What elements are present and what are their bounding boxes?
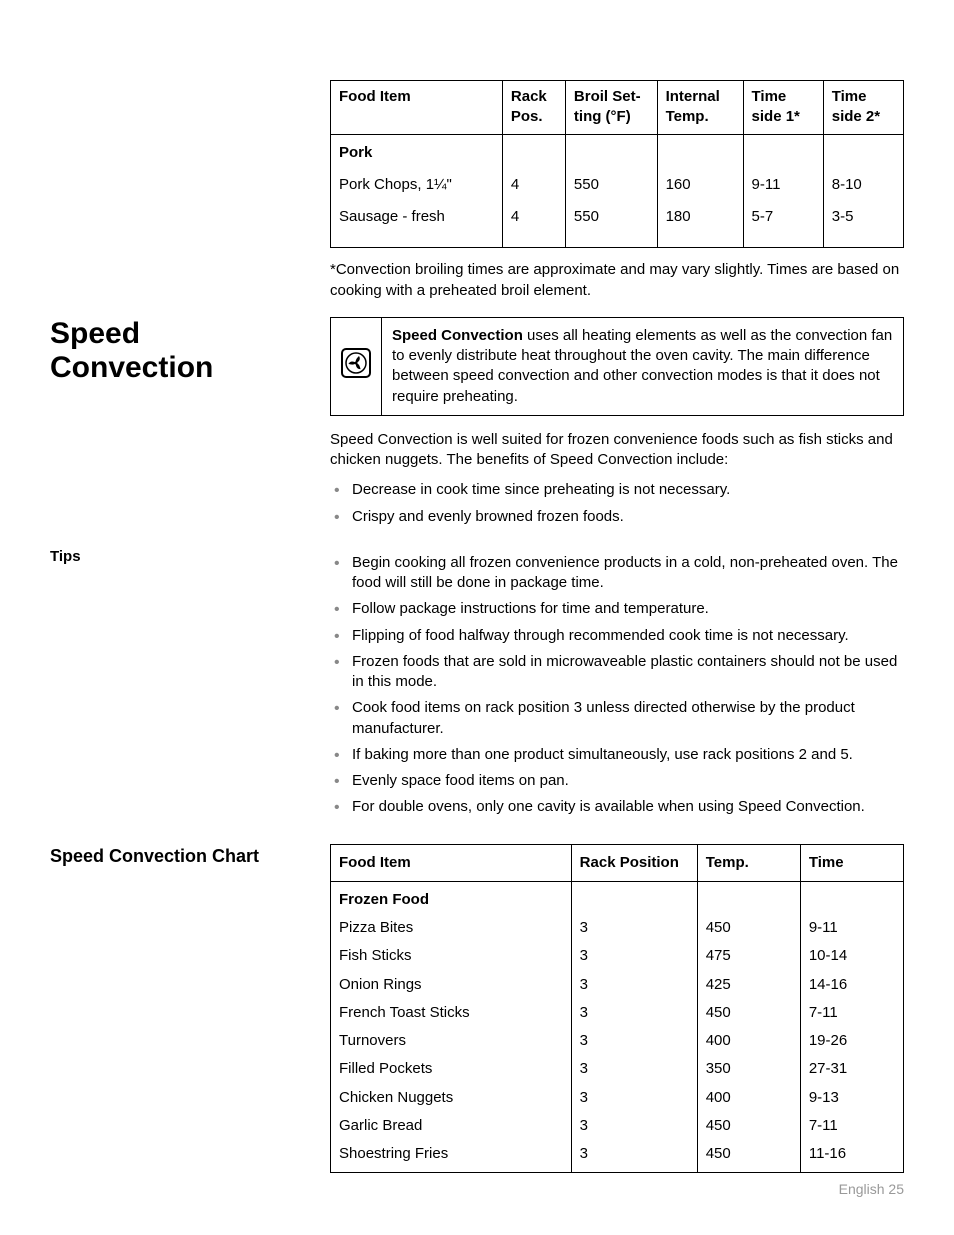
speed-convection-table: Food ItemRack PositionTemp.Time Frozen F…	[330, 844, 904, 1174]
table-cell: 3	[571, 1027, 697, 1055]
table-header: Food Item	[331, 844, 572, 881]
table-cell: Turnovers	[331, 1027, 572, 1055]
section-heading-speed-convection: SpeedConvection	[50, 317, 310, 386]
table-cell: 400	[697, 1084, 800, 1112]
table-cell: 4	[502, 201, 565, 248]
table-section-label: Pork	[331, 134, 503, 169]
table-header: Food Item	[331, 81, 503, 135]
broil-table: Food ItemRackPos.Broil Set-ting (°F)Inte…	[330, 80, 904, 248]
info-box-text: Speed Convection uses all heating elemen…	[382, 318, 903, 415]
table-cell: Onion Rings	[331, 971, 572, 999]
table-cell: 19-26	[800, 1027, 903, 1055]
table-cell: 3	[571, 971, 697, 999]
table-cell: 3	[571, 942, 697, 970]
list-item: Begin cooking all frozen convenience pro…	[330, 553, 904, 594]
table-header: Broil Set-ting (°F)	[565, 81, 657, 135]
table-cell: Filled Pockets	[331, 1055, 572, 1083]
table-cell: 9-11	[800, 914, 903, 942]
table-header: Rack Position	[571, 844, 697, 881]
list-item: For double ovens, only one cavity is ava…	[330, 797, 904, 817]
broil-footnote: *Convection broiling times are approxima…	[330, 260, 904, 301]
table-cell: 550	[565, 201, 657, 248]
table-header: Timeside 1*	[743, 81, 823, 135]
list-item: Flipping of food halfway through recomme…	[330, 626, 904, 646]
table-cell: Garlic Bread	[331, 1112, 572, 1140]
table-cell: Pork Chops, 1¼"	[331, 169, 503, 201]
table-cell: 9-11	[743, 169, 823, 201]
table-cell: 3	[571, 1112, 697, 1140]
list-item: Evenly space food items on pan.	[330, 771, 904, 791]
intro-paragraph: Speed Convection is well suited for froz…	[330, 430, 904, 471]
table-cell: 7-11	[800, 999, 903, 1027]
table-cell: 3-5	[823, 201, 903, 248]
table-cell: 4	[502, 169, 565, 201]
speed-convection-chart-heading: Speed Convection Chart	[50, 844, 310, 868]
table-cell: Chicken Nuggets	[331, 1084, 572, 1112]
table-cell: 3	[571, 1140, 697, 1173]
table-section-label: Frozen Food	[331, 881, 572, 914]
list-item: Frozen foods that are sold in microwavea…	[330, 652, 904, 693]
table-cell: 475	[697, 942, 800, 970]
list-item: Crispy and evenly browned frozen foods.	[330, 507, 904, 527]
table-cell: 3	[571, 999, 697, 1027]
table-header: Timeside 2*	[823, 81, 903, 135]
table-cell: 8-10	[823, 169, 903, 201]
table-header: Time	[800, 844, 903, 881]
table-cell: 450	[697, 914, 800, 942]
table-cell: 5-7	[743, 201, 823, 248]
table-cell: 10-14	[800, 942, 903, 970]
tips-list: Begin cooking all frozen convenience pro…	[330, 553, 904, 818]
table-cell: 450	[697, 1112, 800, 1140]
table-cell: 450	[697, 999, 800, 1027]
table-cell: 27-31	[800, 1055, 903, 1083]
table-cell: 3	[571, 1055, 697, 1083]
tips-label: Tips	[50, 547, 310, 567]
fan-icon	[341, 348, 371, 384]
table-cell: 3	[571, 914, 697, 942]
table-cell: 425	[697, 971, 800, 999]
list-item: Decrease in cook time since preheating i…	[330, 480, 904, 500]
table-cell: 14-16	[800, 971, 903, 999]
table-cell: Shoestring Fries	[331, 1140, 572, 1173]
table-cell: French Toast Sticks	[331, 999, 572, 1027]
table-header: Temp.	[697, 844, 800, 881]
table-cell: 160	[657, 169, 743, 201]
benefits-list: Decrease in cook time since preheating i…	[330, 480, 904, 527]
table-cell: 7-11	[800, 1112, 903, 1140]
table-header: InternalTemp.	[657, 81, 743, 135]
page-footer: English 25	[839, 1180, 904, 1199]
table-cell: 11-16	[800, 1140, 903, 1173]
speed-convection-info-box: Speed Convection uses all heating elemen…	[330, 317, 904, 416]
table-cell: 9-13	[800, 1084, 903, 1112]
table-cell: Fish Sticks	[331, 942, 572, 970]
table-cell: 450	[697, 1140, 800, 1173]
list-item: Follow package instructions for time and…	[330, 599, 904, 619]
table-header: RackPos.	[502, 81, 565, 135]
table-cell: Pizza Bites	[331, 914, 572, 942]
list-item: Cook food items on rack position 3 unles…	[330, 698, 904, 739]
list-item: If baking more than one product simultan…	[330, 745, 904, 765]
table-cell: 350	[697, 1055, 800, 1083]
table-cell: 180	[657, 201, 743, 248]
table-cell: 400	[697, 1027, 800, 1055]
table-cell: 3	[571, 1084, 697, 1112]
table-cell: Sausage - fresh	[331, 201, 503, 248]
table-cell: 550	[565, 169, 657, 201]
